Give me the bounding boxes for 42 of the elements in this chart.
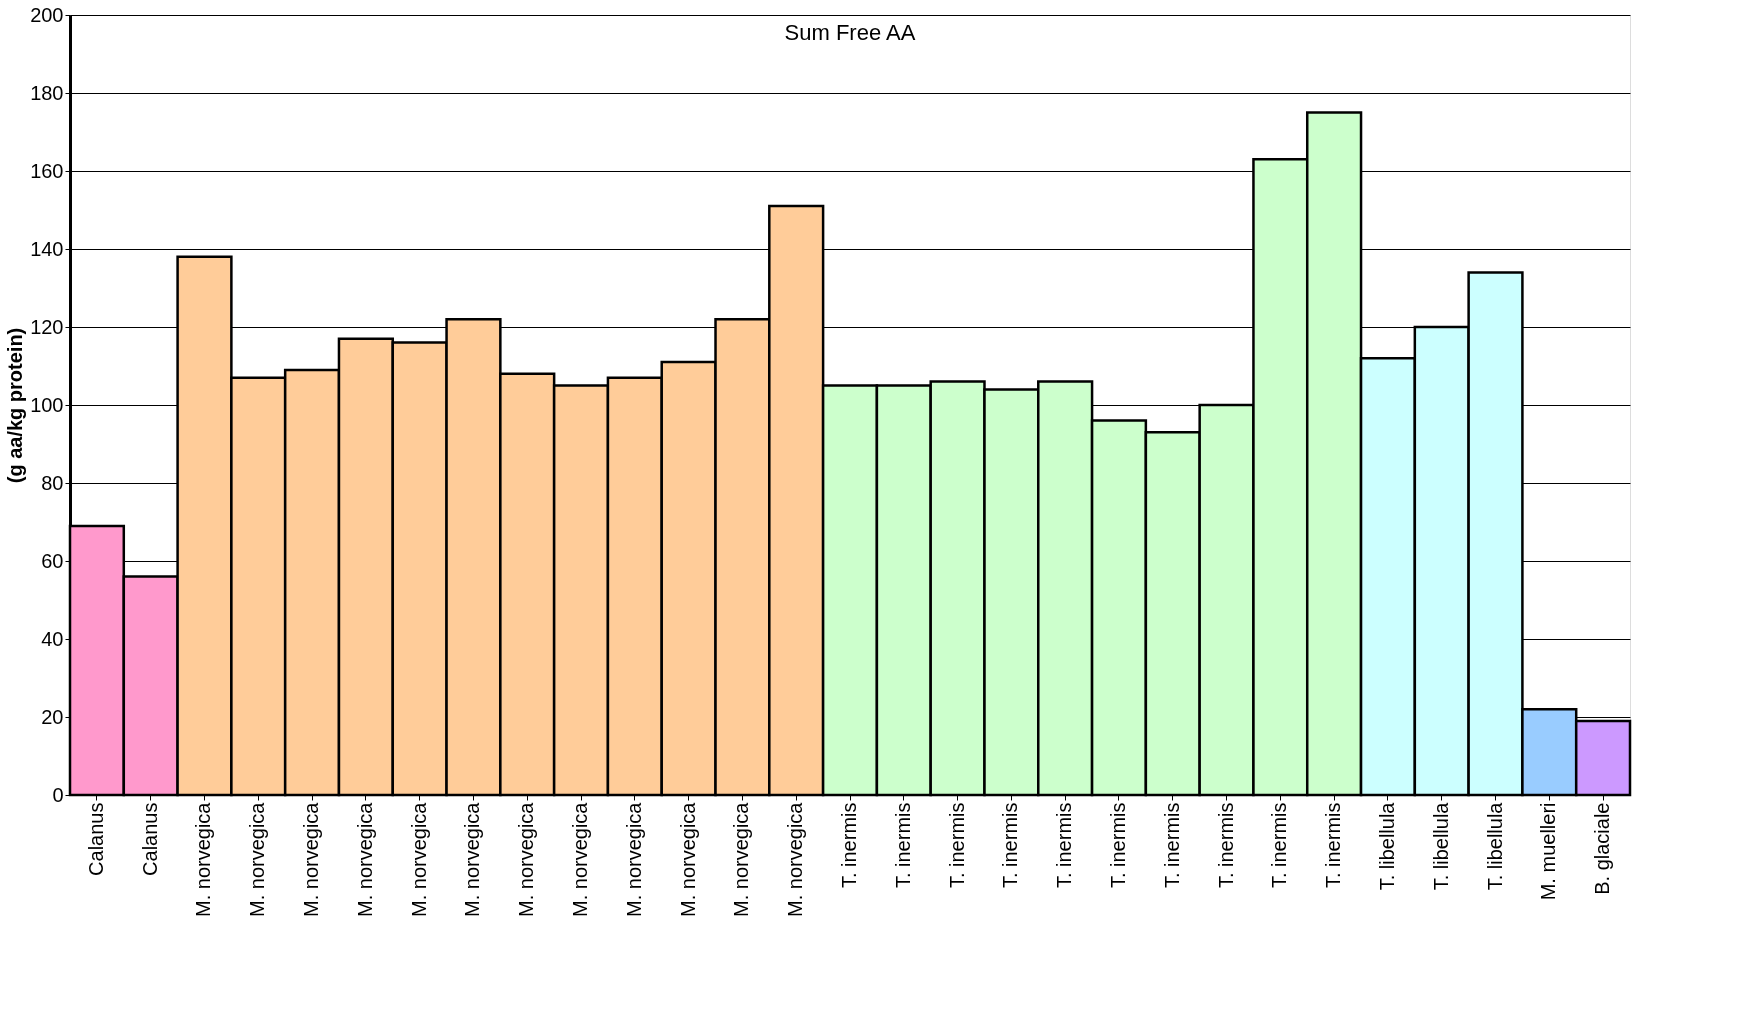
x-tick-label: M. muelleri — [1537, 802, 1560, 901]
y-tick-label: 0 — [52, 783, 64, 806]
y-axis-title: (g aa/kg protein) — [4, 327, 27, 484]
y-tick-label: 120 — [30, 315, 64, 338]
x-tick-label: M. norvegica — [515, 801, 538, 917]
x-tick-label: T. libellula — [1375, 801, 1398, 891]
x-tick-label: M. norvegica — [569, 801, 592, 917]
x-tick-label: M. norvegica — [192, 801, 215, 917]
x-tick-label: M. norvegica — [676, 801, 699, 917]
x-tick-label: T. libellula — [1429, 801, 1452, 891]
x-tick-label: Calanus — [84, 802, 107, 876]
y-tick-label: 160 — [30, 159, 64, 182]
x-tick-label: M. norvegica — [730, 801, 753, 917]
x-tick-label: B. glaciale — [1591, 802, 1614, 895]
x-tick-label: M. norvegica — [246, 801, 269, 917]
chart-title: Sum Free AA — [784, 20, 916, 45]
x-tick-label: T. inermis — [1106, 802, 1129, 889]
x-tick-label: T. inermis — [999, 802, 1022, 889]
x-tick-label: T. inermis — [1160, 802, 1183, 889]
y-tick-label: 20 — [41, 705, 64, 728]
y-tick-label: 180 — [30, 81, 64, 104]
x-tick-label: M. norvegica — [784, 801, 807, 917]
y-tick-label: 140 — [30, 237, 64, 260]
x-tick-label: T. libellula — [1483, 801, 1506, 891]
x-tick-label: T. inermis — [1214, 802, 1237, 889]
y-tick-label: 40 — [41, 627, 64, 650]
x-tick-label: M. norvegica — [622, 801, 645, 917]
x-tick-label: T. inermis — [1322, 802, 1345, 889]
x-tick-label: M. norvegica — [407, 801, 430, 917]
x-tick-label: T. inermis — [891, 802, 914, 889]
x-tick-label: T. inermis — [945, 802, 968, 889]
x-tick-label: M. norvegica — [461, 801, 484, 917]
x-tick-label: T. inermis — [838, 802, 860, 889]
x-tick-label: Calanus — [138, 802, 161, 876]
y-tick-label: 200 — [30, 3, 64, 26]
x-tick-label: T. inermis — [1053, 802, 1076, 889]
x-tick-label: M. norvegica — [300, 801, 323, 917]
y-tick-label: 100 — [30, 393, 64, 416]
x-tick-label: M. norvegica — [353, 801, 376, 917]
y-tick-label: 80 — [41, 471, 64, 494]
y-tick-label: 60 — [41, 549, 64, 572]
x-tick-label: T. inermis — [1268, 802, 1291, 889]
